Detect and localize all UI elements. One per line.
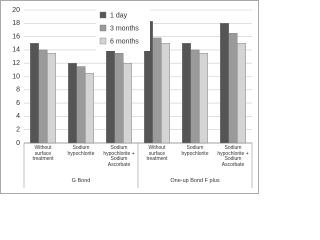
legend-label: 1 day	[110, 12, 128, 19]
bar	[199, 53, 208, 144]
group-label: One-up Bond F plus	[170, 178, 220, 184]
legend-label: 6 months	[110, 38, 139, 45]
bar	[68, 63, 77, 144]
bar	[161, 43, 170, 144]
bar	[220, 23, 229, 144]
x-tick-label: Sodium hypochlorite + Sodium Ascorbate	[217, 145, 249, 168]
chart-svg: 0 2 4 6 8 10 12 14 16 18 20 1 day 3 months 6 months	[0, 0, 259, 194]
x-tick-label: Sodium hypochlorite + Sodium Ascorbate	[103, 145, 135, 168]
y-tick-label: 10	[12, 73, 20, 80]
y-tick-label: 0	[16, 140, 20, 147]
bar	[182, 43, 191, 144]
chart: 0 2 4 6 8 10 12 14 16 18 20 1 day 3 months 6 months W…	[0, 0, 259, 194]
y-tick-label: 6	[16, 100, 20, 107]
x-tick-label: Sodium hypochlorite	[181, 145, 209, 157]
group-label: G Bond	[71, 178, 91, 184]
bar	[30, 43, 39, 144]
x-tick-label: Without surface treatment	[32, 145, 54, 162]
legend-swatch	[99, 24, 107, 32]
bar	[237, 43, 246, 144]
y-tick-label: 8	[16, 87, 20, 94]
legend-swatch	[99, 11, 107, 19]
y-tick-label: 12	[12, 60, 20, 67]
y-tick-label: 2	[16, 127, 20, 134]
bar	[152, 37, 162, 144]
y-tick-label: 18	[12, 20, 20, 27]
bar	[76, 66, 86, 144]
y-tick-label: 14	[12, 47, 20, 54]
bar	[38, 49, 48, 144]
x-tick-label: Without surface treatment	[146, 145, 168, 162]
bar	[123, 63, 132, 144]
frame	[0, 0, 259, 194]
bar	[228, 33, 238, 144]
bar	[47, 53, 56, 144]
y-tick-label: 16	[12, 33, 20, 40]
y-tick-label: 4	[16, 113, 20, 120]
x-tick-label: Sodium hypochlorite	[67, 145, 95, 157]
bar	[85, 72, 94, 144]
bar	[190, 49, 200, 144]
legend-swatch	[99, 37, 107, 45]
legend-label: 3 months	[110, 25, 139, 32]
bar	[114, 53, 124, 144]
bar	[106, 46, 115, 144]
y-tick-label: 20	[12, 7, 20, 14]
